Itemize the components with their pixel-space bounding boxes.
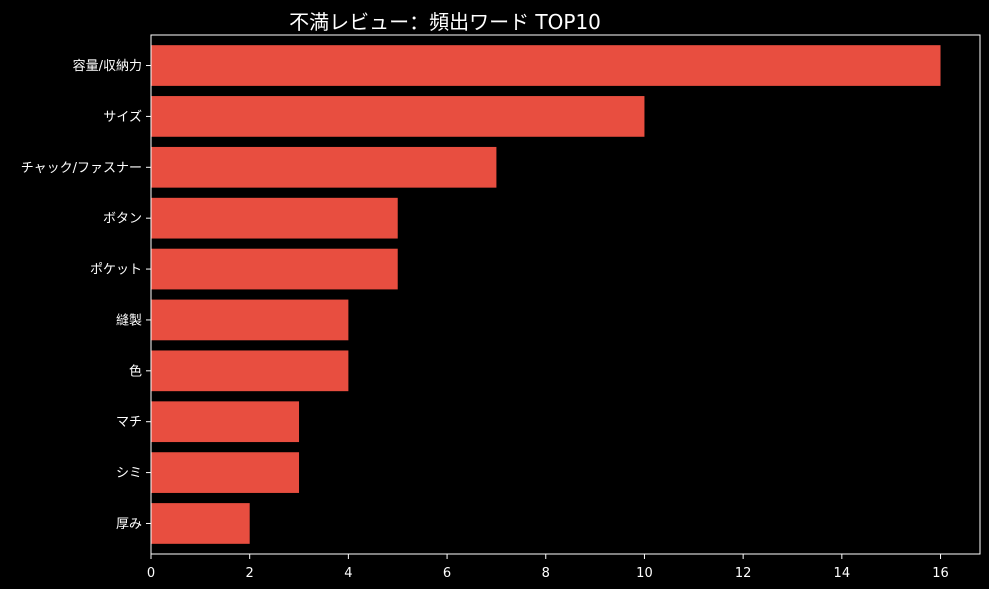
bars-group: [151, 45, 941, 544]
bar-1: [151, 96, 645, 137]
bar-3: [151, 197, 398, 239]
category-label-6: 色: [129, 363, 142, 379]
category-label-3: ボタン: [103, 212, 142, 227]
x-tick-label-8: 16: [932, 566, 949, 581]
bar-4: [151, 248, 398, 290]
category-label-5: 縫製: [116, 313, 142, 328]
x-tick-label-5: 10: [636, 566, 653, 581]
x-tick-label-4: 8: [542, 566, 550, 581]
x-axis-ticks: 0 2 4 6 8 10 12 14 16: [147, 554, 949, 581]
category-label-8: シミ: [116, 466, 142, 481]
bar-8: [151, 452, 300, 493]
bar-5: [151, 299, 349, 341]
category-label-9: 厚み: [116, 517, 142, 532]
chart-title: 不満レビュー：頻出ワード TOP10: [289, 10, 601, 34]
bar-9: [151, 503, 250, 544]
category-label-4: ポケット: [90, 263, 142, 278]
plot-frame: [150, 34, 981, 555]
category-label-7: マチ: [116, 415, 142, 430]
category-label-0: 容量/収納力: [73, 58, 142, 74]
x-tick-label-1: 2: [246, 566, 254, 581]
category-label-1: サイズ: [103, 109, 142, 125]
x-tick-label-2: 4: [344, 566, 352, 581]
bar-6: [151, 350, 349, 392]
bar-2: [151, 146, 497, 188]
x-tick-label-3: 6: [443, 566, 451, 581]
bar-0: [151, 45, 941, 86]
x-tick-label-7: 14: [834, 566, 851, 581]
x-tick-label-6: 12: [735, 566, 752, 581]
x-tick-label-0: 0: [147, 566, 155, 581]
category-label-2: チャック/ファスナー: [21, 161, 142, 176]
bar-7: [151, 401, 300, 443]
